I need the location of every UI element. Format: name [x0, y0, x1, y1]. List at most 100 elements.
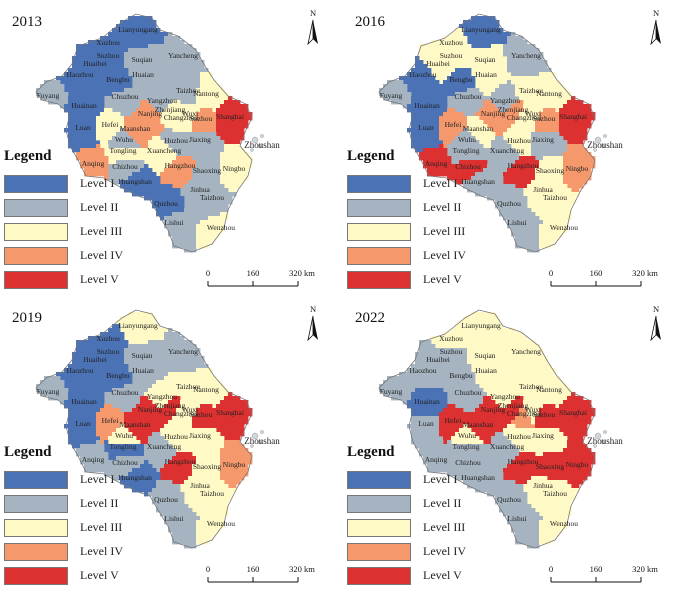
- north-arrow-icon: N: [650, 304, 661, 342]
- city-region-hefei: [439, 108, 468, 149]
- legend-swatch: [4, 223, 68, 241]
- legend-label: Level III: [423, 224, 466, 238]
- city-label-nantong: Nantong: [536, 385, 562, 394]
- city-label-suzhou-jiangsu: Suzhou: [190, 114, 213, 123]
- scale-bar: 0 160 320 km: [549, 268, 658, 287]
- city-region-bengbu: [96, 68, 133, 97]
- city-region-ningbo: [563, 440, 596, 489]
- island: [603, 430, 607, 434]
- city-label-bengbu: Bengbu: [449, 75, 473, 84]
- city-label-anqing: Anqing: [82, 159, 105, 168]
- city-region-chizhou: [108, 160, 145, 185]
- island: [600, 143, 606, 149]
- legend-item: Level V: [347, 271, 487, 289]
- region-boundary: [35, 13, 253, 253]
- city-region-suzhou-jiangsu: [192, 404, 217, 429]
- city-label-yangzhou: Yangzhou: [147, 96, 177, 105]
- city-region-maanshan: [124, 412, 153, 445]
- city-label-jinhua: Jinhua: [533, 481, 553, 490]
- city-region-maanshan: [124, 116, 153, 149]
- city-region-suqian: [467, 44, 508, 73]
- city-region-bengbu: [96, 364, 133, 393]
- city-region-shaoxing: [535, 452, 564, 481]
- legend-label: Level I: [423, 472, 458, 486]
- city-label-yancheng: Yancheng: [168, 347, 198, 356]
- north-arrow-label: N: [310, 304, 316, 314]
- legend-swatch: [347, 271, 411, 289]
- city-label-jinhua: Jinhua: [190, 481, 210, 490]
- city-region-haozhou: [56, 352, 101, 393]
- city-label-wuxi: Wuxi: [525, 405, 541, 414]
- island-label: Zhoushan: [587, 140, 623, 150]
- city-region-changzhou: [511, 408, 536, 429]
- city-region-lianyungang: [116, 312, 169, 345]
- city-label-haozhou: Haozhou: [409, 70, 436, 79]
- city-label-ningbo: Ningbo: [566, 164, 589, 173]
- legend-label: Level III: [423, 520, 466, 534]
- city-label-quzhou: Quzhou: [497, 495, 521, 504]
- island: [594, 432, 602, 440]
- city-label-anqing: Anqing: [425, 159, 448, 168]
- legend-label: Level IV: [80, 248, 123, 262]
- legend-title: Legend: [4, 148, 52, 164]
- city-region-zhenjiang: [160, 396, 181, 425]
- city-region-suzhou-jiangsu: [535, 108, 560, 133]
- city-label-taizhou-zhejiang: Taizhou: [543, 489, 567, 498]
- city-label-huaibei: Huaibei: [426, 59, 450, 68]
- map-panel-2022: Lianyungang Xuzhou Suzhou Huaibei Suqian Huai…: [343, 296, 685, 592]
- city-label-lianyungang: Lianyungang: [461, 25, 501, 34]
- city-region-taizhou-zhejiang: [539, 184, 580, 221]
- scale-bar: 0 160 320 km: [206, 564, 315, 583]
- city-label-xuzhou: Xuzhou: [96, 334, 120, 343]
- city-region-nantong: [539, 72, 572, 113]
- city-region-anqing: [76, 440, 109, 477]
- north-arrow-icon: N: [307, 304, 318, 342]
- city-region-wuhu: [108, 424, 141, 445]
- city-label-huaibei: Huaibei: [426, 355, 450, 364]
- city-region-zhenjiang: [503, 100, 524, 129]
- city-region-yancheng: [503, 32, 552, 77]
- north-arrow-icon: N: [307, 8, 318, 46]
- city-region-jinhua: [523, 180, 556, 217]
- legend-label: Level I: [80, 472, 115, 486]
- city-label-huaian: Huaian: [475, 366, 497, 375]
- city-label-suzhou-jiangsu: Suzhou: [190, 410, 213, 419]
- city-region-chuzhou: [104, 384, 145, 413]
- city-region-shanghai: [216, 96, 253, 145]
- region-boundary: [378, 309, 596, 549]
- scale-tick-label: 0: [206, 268, 210, 278]
- city-region-chizhou: [451, 160, 488, 185]
- island: [594, 136, 602, 144]
- legend-swatch: [4, 567, 68, 585]
- city-region-huaibei: [419, 340, 452, 381]
- city-label-chuzhou: Chuzhou: [111, 92, 138, 101]
- city-label-nantong: Nantong: [193, 89, 219, 98]
- legend-swatch: [347, 495, 411, 513]
- city-label-huaian: Huaian: [132, 70, 154, 79]
- scale-tick-label: 320 km: [289, 268, 315, 278]
- city-label-luan: Luan: [418, 419, 434, 428]
- city-region-taizhou-jiangsu: [511, 72, 544, 105]
- panel-year: 2013: [12, 14, 42, 30]
- legend-label: Level II: [423, 200, 462, 214]
- legend-item: Level III: [347, 223, 487, 241]
- island: [260, 134, 264, 138]
- city-region-huaibei: [419, 44, 452, 85]
- city-label-fuyang: Fuyang: [380, 91, 403, 100]
- legend-title: Legend: [4, 444, 52, 460]
- legend-swatch: [347, 543, 411, 561]
- legend-item: Level IV: [4, 543, 144, 561]
- city-region-shaoxing: [535, 156, 564, 185]
- legend-swatch: [4, 543, 68, 561]
- legend-swatch: [347, 519, 411, 537]
- city-label-wuxi: Wuxi: [525, 109, 541, 118]
- city-label-jinhua: Jinhua: [533, 185, 553, 194]
- island-label: Zhoushan: [244, 436, 280, 446]
- city-label-suqian: Suqian: [132, 351, 153, 360]
- city-label-anqing: Anqing: [425, 455, 448, 464]
- city-label-suzhou-anhui: Suzhou: [440, 51, 463, 60]
- island: [251, 136, 259, 144]
- city-region-tongling: [104, 440, 145, 461]
- city-label-zhenjiang: Zhenjiang: [155, 105, 186, 114]
- city-label-ningbo: Ningbo: [223, 460, 246, 469]
